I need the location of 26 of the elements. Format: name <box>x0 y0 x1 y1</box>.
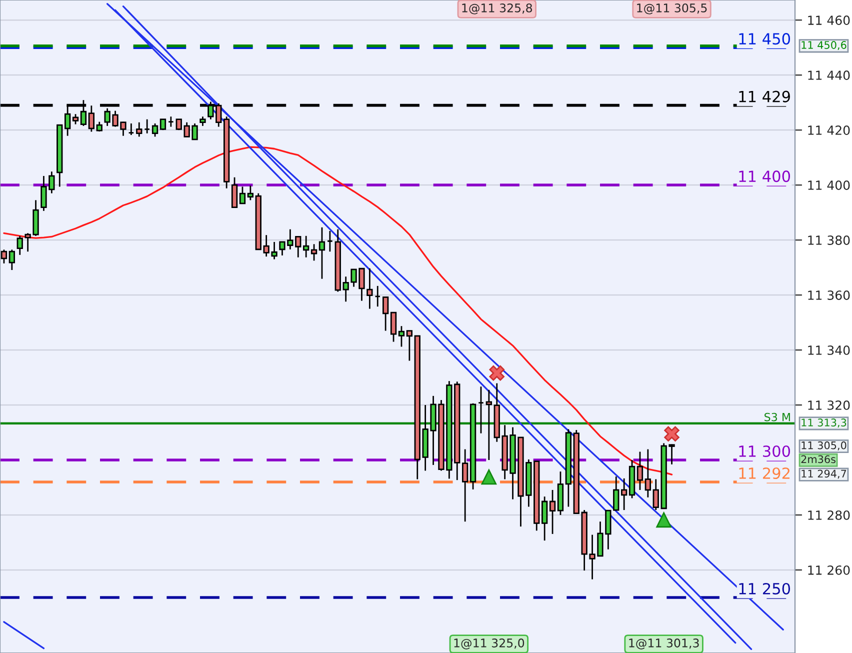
y-tick-label: 11 340 <box>808 345 850 355</box>
ref-line-label: 11 300 <box>739 445 790 458</box>
y-tick-label: 11 400 <box>808 180 850 190</box>
annotation: 1@11 305,5 <box>637 3 707 14</box>
annotation: 1@11 325,0 <box>454 638 524 650</box>
annotation: 1@11 301,3 <box>629 638 699 650</box>
y-tick-label: 11 280 <box>808 510 850 520</box>
ref-line-label: 11 292 <box>739 467 790 480</box>
text: 11 305,0 <box>802 441 846 450</box>
ref-line-label: 11 400 <box>739 170 790 182</box>
y-tick-label: 11 420 <box>808 126 850 135</box>
annotation: 1@11 325,8 <box>462 3 532 14</box>
y-tick-label: 11 380 <box>808 236 850 245</box>
y-tick-label: 11 460 <box>808 16 850 25</box>
y-tick-label: 11 320 <box>808 400 850 410</box>
annotation: S3 M <box>764 412 790 422</box>
text: 11 294,7 <box>802 470 846 479</box>
ref-line-label: 11 250 <box>739 582 790 594</box>
y-tick-label: 11 440 <box>808 70 850 80</box>
ref-line-label: 11 450 <box>739 33 790 45</box>
text: 2m36s <box>801 455 836 464</box>
y-tick-label: 11 360 <box>808 290 850 300</box>
ref-line-label: 11 429 <box>739 90 790 102</box>
y-tick-label: 11 260 <box>808 565 850 575</box>
ref-line-label: 11 450,6 <box>802 41 846 50</box>
ref-line-label: 11 313,3 <box>802 418 846 428</box>
